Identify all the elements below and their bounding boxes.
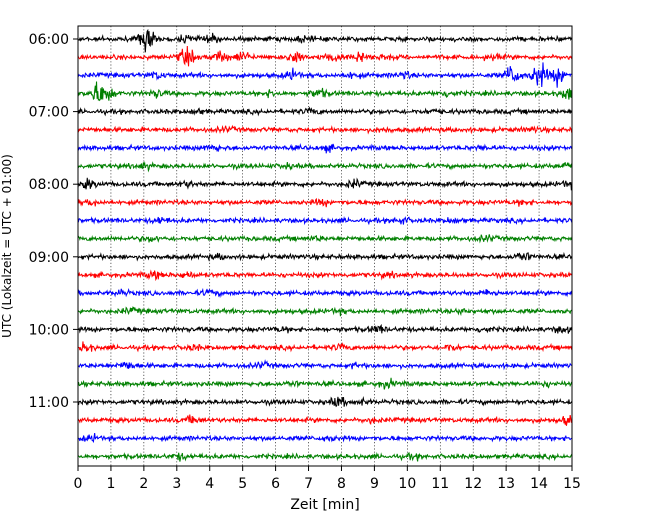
y-tick-label-0: 06:00: [29, 32, 69, 48]
x-tick-label-7: 7: [304, 476, 313, 492]
trace-0900: [77, 251, 573, 262]
x-tick-label-12: 12: [464, 476, 482, 492]
trace-0600: [77, 28, 573, 53]
trace-0845: [77, 233, 573, 244]
trace-0645: [77, 81, 573, 102]
x-tick-label-14: 14: [530, 476, 548, 492]
x-tick-label-6: 6: [271, 476, 280, 492]
trace-1145: [77, 451, 573, 462]
y-tick-label-1: 07:00: [29, 105, 69, 121]
x-tick-label-13: 13: [497, 476, 515, 492]
trace-1015: [77, 341, 573, 353]
trace-1130: [77, 433, 573, 444]
trace-1000: [77, 323, 573, 334]
trace-0615: [77, 45, 573, 67]
trace-0830: [77, 215, 573, 226]
trace-0715: [77, 124, 573, 135]
trace-0815: [77, 197, 573, 208]
trace-1030: [77, 359, 573, 371]
x-tick-label-9: 9: [370, 476, 379, 492]
trace-1115: [77, 414, 573, 426]
x-tick-label-10: 10: [398, 476, 416, 492]
x-tick-label-0: 0: [74, 476, 83, 492]
x-tick-label-8: 8: [337, 476, 346, 492]
plot-frame: [77, 25, 573, 467]
y-tick-label-3: 09:00: [29, 250, 69, 266]
x-tick-label-5: 5: [238, 476, 247, 492]
trace-0800: [77, 177, 573, 191]
y-tick-label-2: 08:00: [29, 177, 69, 193]
x-gridlines: [110, 26, 540, 466]
y-tick-label-5: 11:00: [29, 395, 69, 411]
trace-1100: [77, 396, 573, 408]
trace-0915: [77, 269, 573, 282]
y-axis-label: UTC (Lokalzeit = UTC + 01:00): [0, 154, 14, 338]
x-tick-label-15: 15: [563, 476, 581, 492]
x-tick-label-4: 4: [205, 476, 214, 492]
trace-0700: [77, 106, 573, 117]
x-tick-label-11: 11: [431, 476, 449, 492]
x-tick-label-1: 1: [106, 476, 115, 492]
trace-group: [77, 28, 573, 462]
trace-0945: [77, 306, 573, 317]
trace-0730: [77, 143, 573, 154]
trace-1045: [77, 377, 573, 390]
x-axis: 0 1 2 3 4 5 6 7 8 9 10 11 12 13 14 15: [74, 466, 581, 492]
x-axis-label: Zeit [min]: [290, 497, 359, 513]
trace-0630: [77, 62, 572, 88]
trace-0930: [77, 287, 573, 299]
x-tick-label-2: 2: [139, 476, 148, 492]
y-tick-label-4: 10:00: [29, 322, 69, 338]
y-axis: 06:00 07:00 08:00 09:00 10:00 11:00: [29, 32, 78, 411]
trace-0745: [77, 161, 573, 173]
x-tick-label-3: 3: [172, 476, 181, 492]
